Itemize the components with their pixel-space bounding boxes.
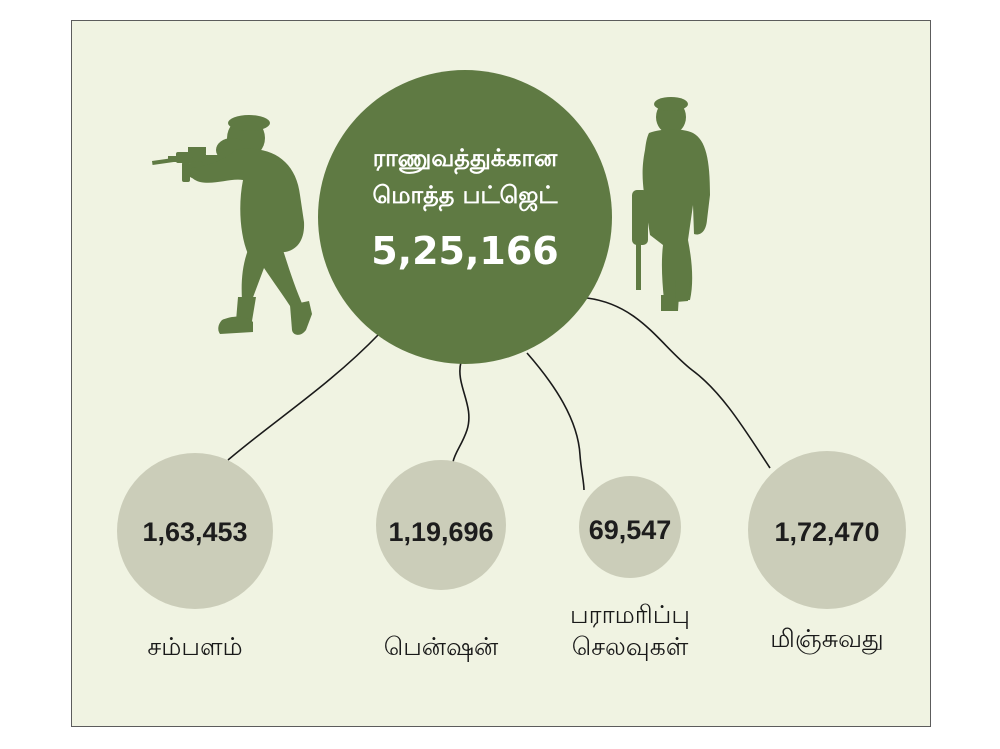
- soldier-standing-icon: [632, 97, 710, 311]
- pension-circle: [376, 460, 506, 590]
- maintenance-label-line2: செலவுகள்: [571, 632, 689, 661]
- pension-value: 1,19,696: [388, 517, 494, 547]
- salary-label: சம்பளம்: [147, 632, 243, 661]
- remaining-circle: [748, 451, 906, 609]
- salary-value: 1,63,453: [142, 517, 248, 547]
- soldier-aiming-rifle-icon: [152, 115, 312, 335]
- total-budget-circle: [318, 70, 612, 364]
- total-budget-title-line1: ராணுவத்துக்கான: [372, 144, 558, 172]
- connector-line: [452, 361, 470, 463]
- maintenance-circle: [579, 476, 681, 578]
- remaining-label: மிஞ்சுவது: [770, 624, 884, 653]
- connector-line: [586, 297, 771, 469]
- salary-circle: [117, 453, 273, 609]
- pension-label: பென்ஷன்: [383, 632, 499, 661]
- connector-line: [526, 352, 585, 491]
- maintenance-label-line1: பராமரிப்பு: [570, 600, 690, 629]
- maintenance-value: 69,547: [588, 515, 672, 545]
- total-budget-value: 5,25,166: [371, 229, 559, 273]
- total-budget-title-line2: மொத்த பட்ஜெட்: [372, 181, 558, 209]
- connector-line: [227, 332, 381, 461]
- remaining-value: 1,72,470: [774, 517, 880, 547]
